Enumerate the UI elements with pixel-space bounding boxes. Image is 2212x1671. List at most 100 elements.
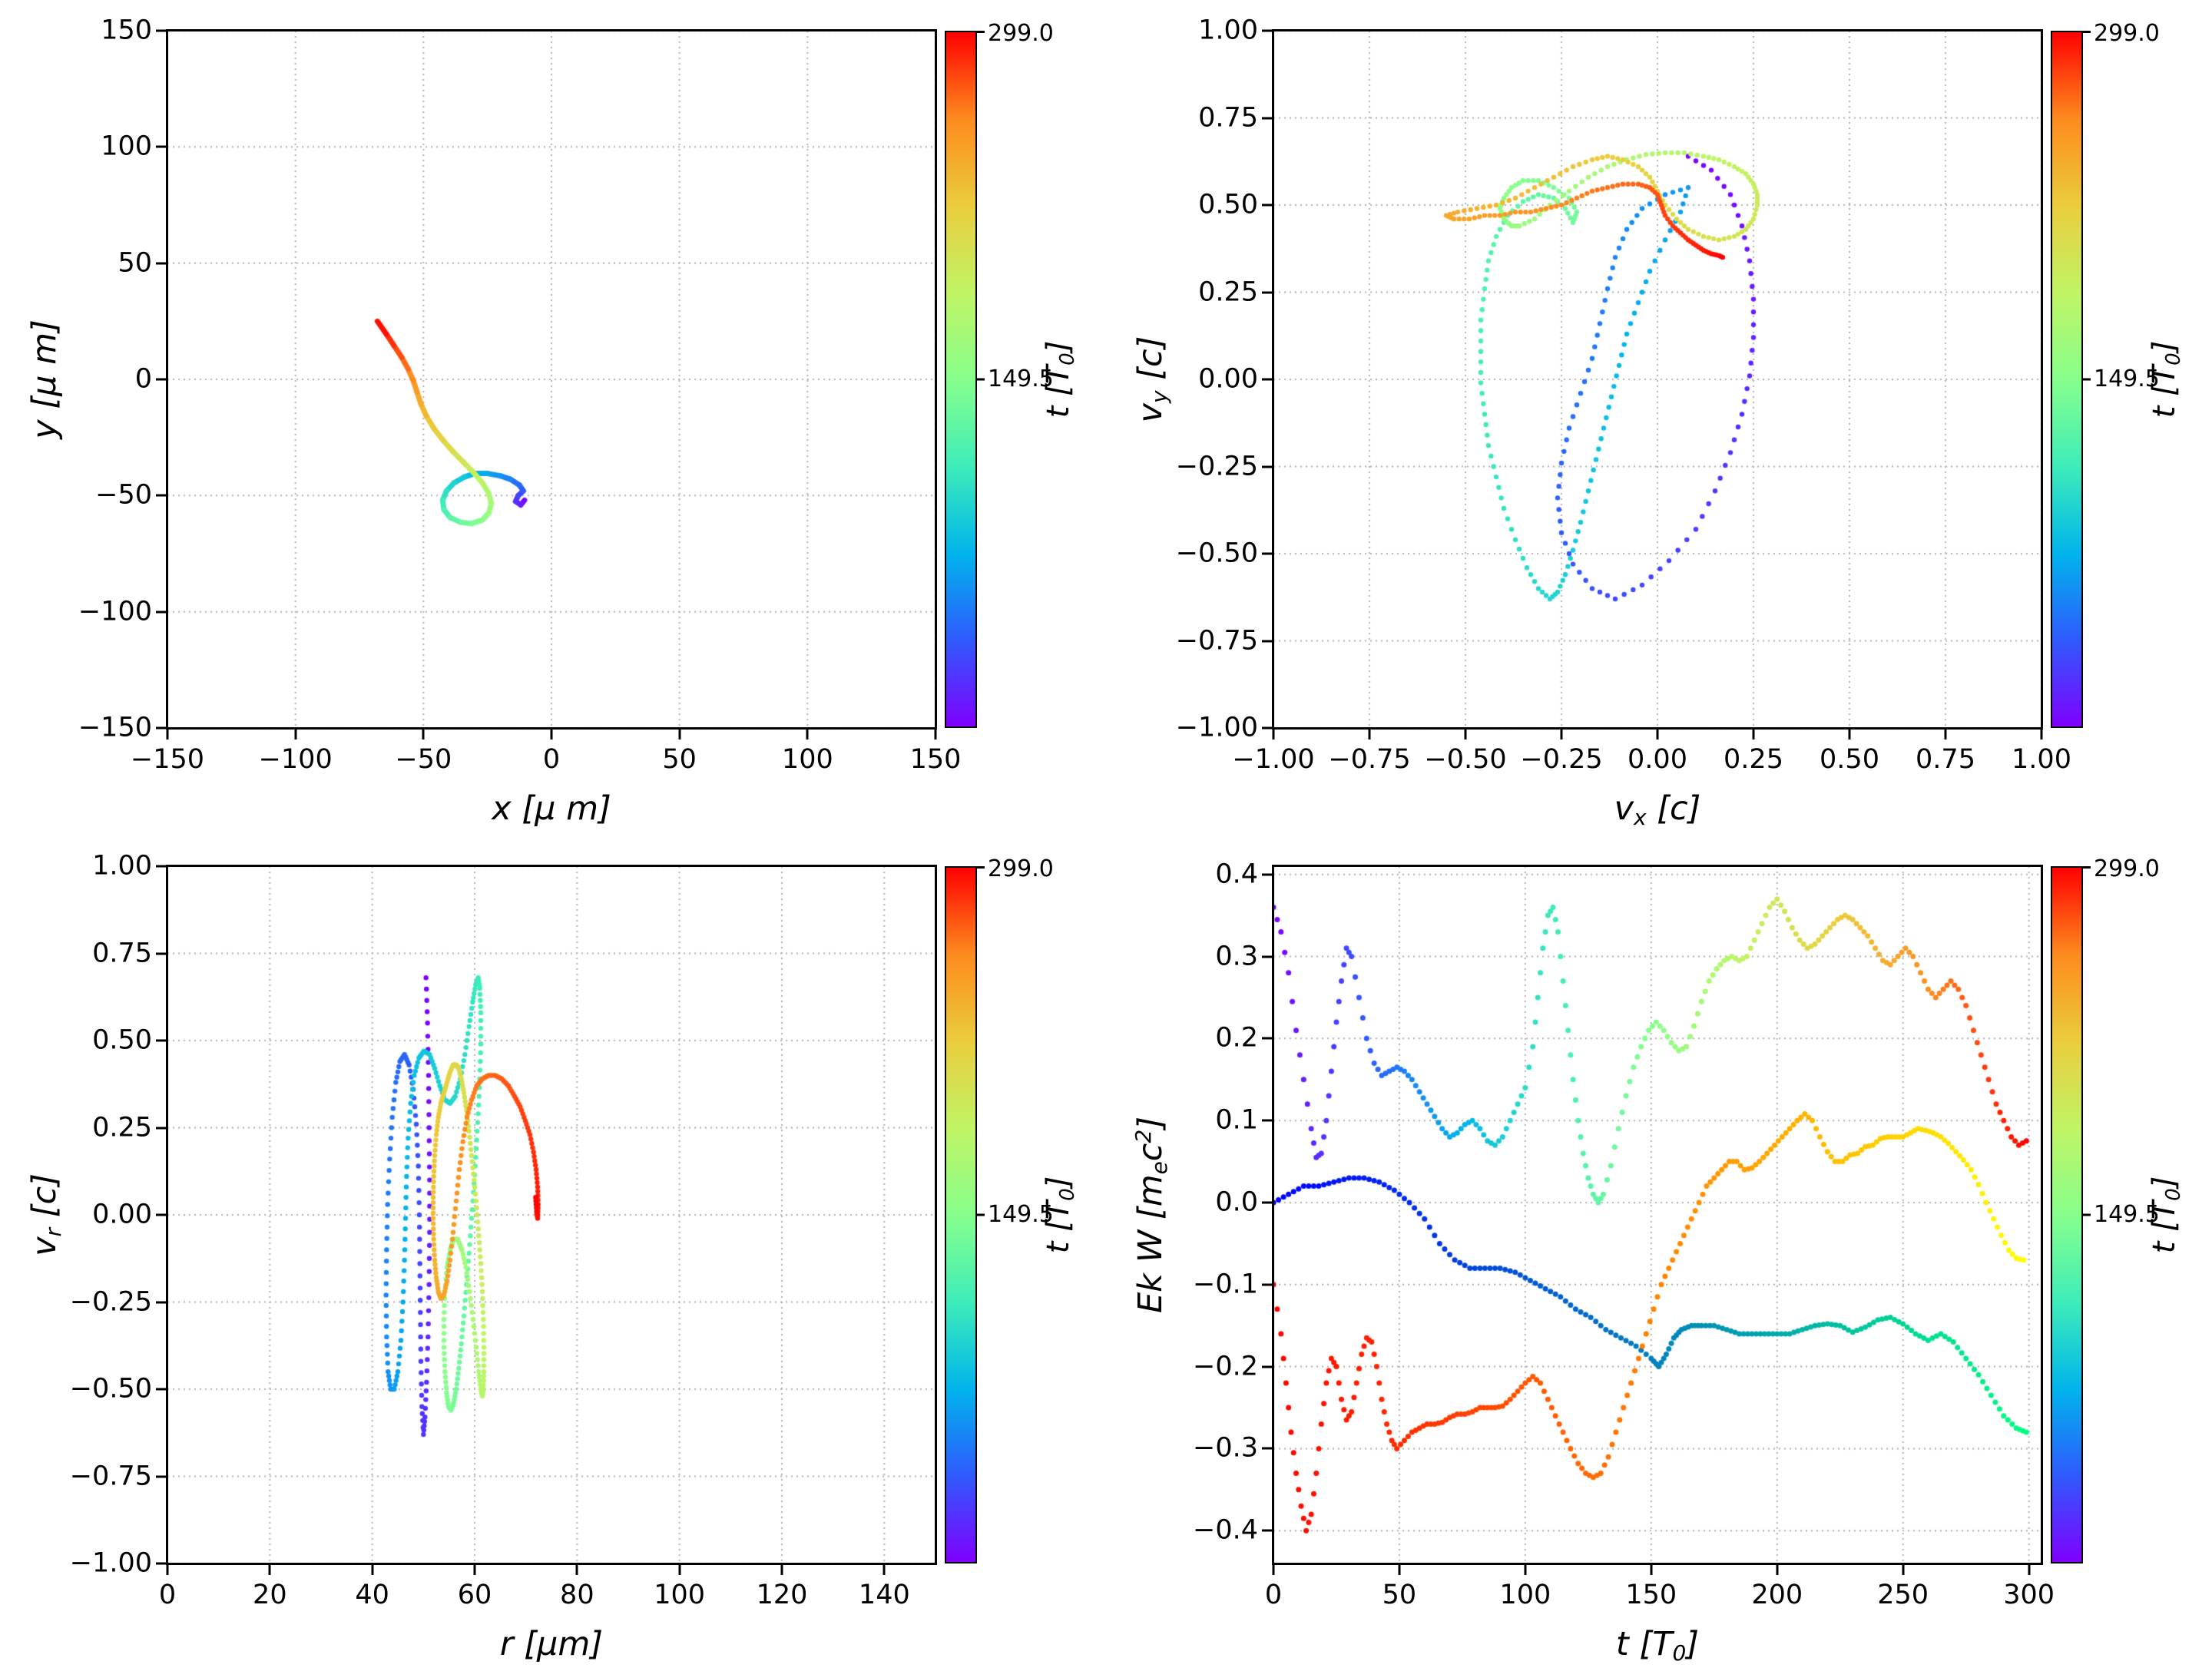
y-tick-label: −0.25 bbox=[1175, 451, 1258, 481]
y-tick-mark bbox=[156, 1388, 166, 1391]
x-tick-mark bbox=[294, 730, 297, 740]
x-tick-label: −150 bbox=[130, 744, 205, 775]
y-tick-mark bbox=[1262, 955, 1272, 958]
x-tick-label: 0.25 bbox=[1724, 744, 1783, 775]
colorbar-tick-mid bbox=[2083, 1213, 2091, 1216]
y-tick-mark bbox=[156, 145, 166, 148]
y-tick-mark bbox=[156, 494, 166, 497]
axis-label-segment: T bbox=[2147, 365, 2182, 385]
x-tick-mark bbox=[1776, 1565, 1779, 1575]
y-tick-label: 150 bbox=[101, 15, 152, 46]
y-tick-label: 0.2 bbox=[1215, 1022, 1258, 1054]
y-tick-mark bbox=[156, 262, 166, 265]
y-tick-label: −0.75 bbox=[1175, 625, 1258, 656]
x-tick-label: −50 bbox=[395, 744, 452, 775]
x-tick-mark bbox=[575, 1565, 578, 1575]
x-tick-mark bbox=[1368, 730, 1371, 740]
x-tick-label: 150 bbox=[909, 744, 962, 775]
x-tick-label: 250 bbox=[1877, 1580, 1929, 1610]
x-tick-label: 140 bbox=[858, 1580, 910, 1610]
colorbar-mid-label: 149.5 bbox=[988, 366, 1054, 392]
y-tick-label: −0.50 bbox=[1175, 538, 1258, 569]
x-tick-label: 0.75 bbox=[1916, 744, 1975, 775]
x-tick-label: 0.00 bbox=[1628, 744, 1687, 775]
y-tick-mark bbox=[1262, 873, 1272, 876]
axis-label-segment: y [μ m] bbox=[25, 319, 64, 439]
axis-label-segment: 0 bbox=[1672, 1640, 1687, 1666]
y-tick-mark bbox=[1262, 291, 1272, 293]
energy-time-canvas bbox=[1273, 866, 2041, 1563]
axis-label-segment: x [μ m] bbox=[492, 789, 611, 828]
axis-label-segment: y bbox=[1146, 390, 1172, 403]
axis-label-segment: [ bbox=[1041, 384, 1076, 406]
x-tick-mark bbox=[1650, 1565, 1653, 1575]
x-tick-label: −0.25 bbox=[1520, 744, 1603, 775]
colorbar-max-label: 299.0 bbox=[2094, 855, 2160, 882]
y-tick-label: 0.25 bbox=[92, 1112, 152, 1143]
x-tick-mark bbox=[1848, 730, 1851, 740]
y-tick-mark bbox=[156, 29, 166, 32]
y-tick-mark bbox=[156, 1213, 166, 1216]
y-tick-label: −0.25 bbox=[69, 1286, 152, 1317]
y-tick-label: 0.0 bbox=[1215, 1186, 1258, 1218]
x-tick-label: 100 bbox=[781, 744, 833, 775]
x-tick-mark bbox=[473, 1565, 476, 1575]
y-tick-mark bbox=[1262, 640, 1272, 642]
axis-label-segment: [ bbox=[2147, 384, 2182, 406]
y-tick-mark bbox=[1262, 29, 1272, 32]
y-tick-label: −0.75 bbox=[69, 1461, 152, 1491]
axis-label-segment: 0 bbox=[1055, 1188, 1079, 1201]
x-tick-mark bbox=[882, 1565, 886, 1575]
colorbar-time: 299.0 149.5 t [T0] bbox=[945, 858, 1079, 1563]
axis-label-segment: ] bbox=[2147, 340, 2182, 353]
xy-trajectory-canvas bbox=[167, 31, 935, 728]
x-tick-mark bbox=[371, 1565, 374, 1575]
x-tick-mark bbox=[1272, 730, 1275, 740]
y-tick-label: 1.00 bbox=[92, 850, 152, 882]
x-tick-mark bbox=[1902, 1565, 1905, 1575]
y-tick-label: 0.3 bbox=[1215, 941, 1258, 971]
y-tick-label: −0.4 bbox=[1193, 1514, 1258, 1546]
axis-label-segment: [ bbox=[1628, 1625, 1653, 1663]
axis-label-segment: [c] bbox=[1646, 789, 1701, 828]
x-tick-label: 200 bbox=[1751, 1580, 1803, 1610]
x-tick-label: −0.75 bbox=[1328, 744, 1411, 775]
y-tick-label: 50 bbox=[118, 247, 152, 279]
y-tick-mark bbox=[156, 726, 166, 730]
colorbar-tick-max bbox=[2083, 866, 2091, 869]
axis-label-segment: c bbox=[1131, 1143, 1170, 1162]
axis-label-segment: v bbox=[1131, 402, 1170, 423]
y-tick-mark bbox=[156, 1301, 166, 1303]
x-tick-label: 100 bbox=[654, 1580, 706, 1610]
x-tick-mark bbox=[934, 730, 937, 740]
colorbar-tick-mid bbox=[977, 378, 985, 381]
subplot-energy-time: 0 50 100 150 200 250 300 −0.4 −0.3 −0.2 −0.1 0.0 0.… bbox=[1131, 861, 2055, 1666]
colorbar-time: 299.0 149.5 t [T0] bbox=[2051, 858, 2185, 1563]
axis-label-segment: 0 bbox=[2161, 1188, 2185, 1201]
x-tick-label: −0.50 bbox=[1424, 744, 1507, 775]
colorbar-tick-mid bbox=[2083, 378, 2091, 381]
y-tick-label: 0.50 bbox=[92, 1024, 152, 1056]
x-tick-mark bbox=[550, 730, 553, 740]
axis-label-segment: t bbox=[2147, 1241, 2182, 1254]
y-tick-mark bbox=[1262, 1365, 1272, 1368]
axis-label-segment: x bbox=[1634, 804, 1647, 830]
axis-label-segment: v bbox=[25, 1236, 64, 1256]
y-tick-mark bbox=[1262, 465, 1272, 468]
x-tick-mark bbox=[678, 1565, 681, 1575]
x-tick-mark bbox=[1524, 1565, 1527, 1575]
axis-label-segment: T bbox=[2147, 1200, 2182, 1220]
x-tick-mark bbox=[268, 1565, 271, 1575]
colorbar-tick-max bbox=[2083, 31, 2091, 33]
y-tick-mark bbox=[1262, 1529, 1272, 1532]
y-tick-label: 0.1 bbox=[1215, 1104, 1258, 1136]
x-tick-mark bbox=[1272, 1565, 1275, 1575]
colorbar-tick-mid bbox=[977, 1213, 985, 1216]
axis-label-segment: t bbox=[1615, 1625, 1629, 1663]
y-tick-mark bbox=[1262, 726, 1272, 730]
x-tick-mark bbox=[422, 730, 425, 740]
colorbar-axis-label: t [T0] bbox=[1041, 341, 1079, 419]
axis-label-segment: 0 bbox=[2161, 352, 2185, 366]
y-axis-label: y [μ m] bbox=[25, 319, 64, 439]
